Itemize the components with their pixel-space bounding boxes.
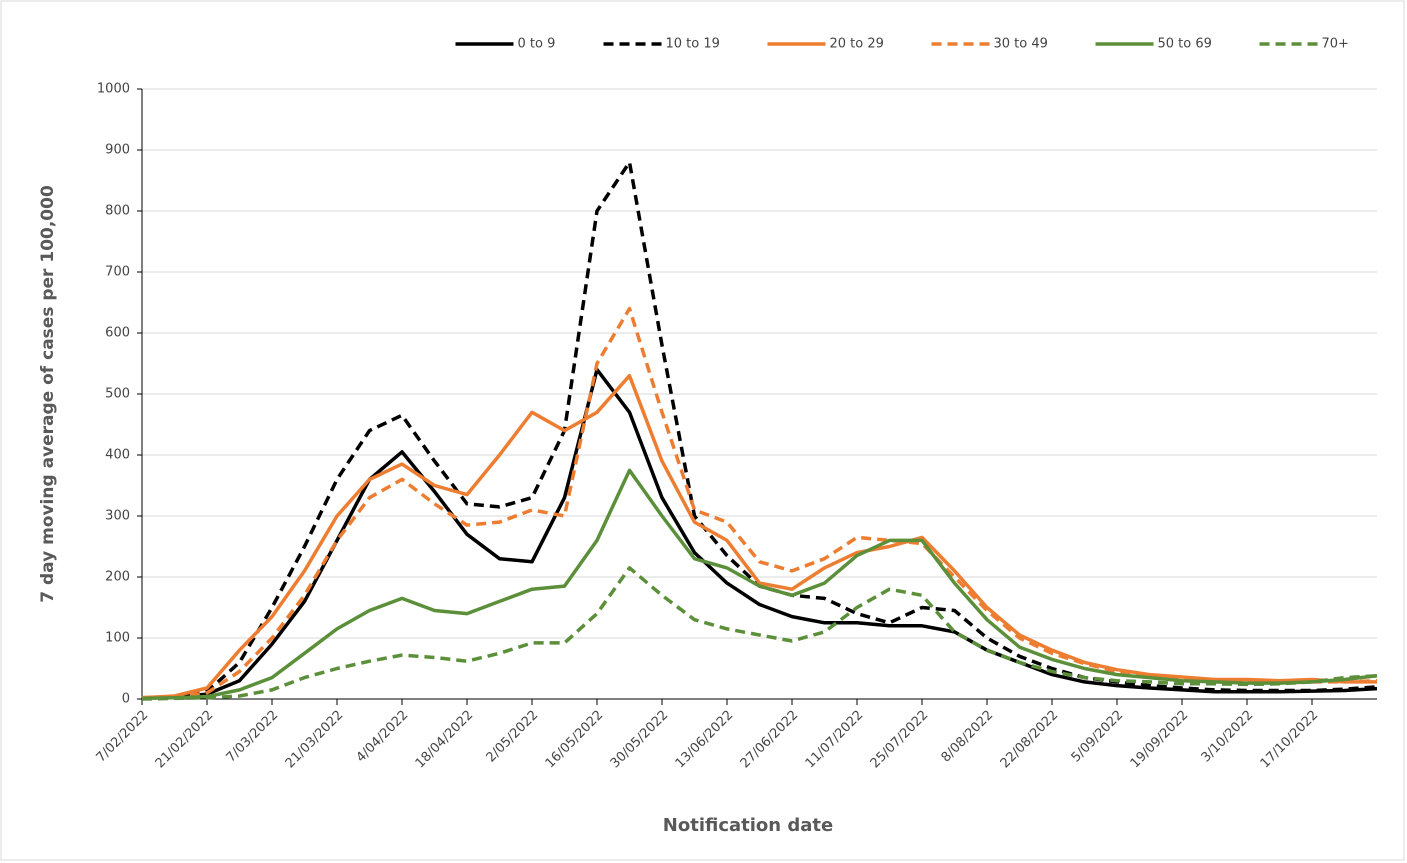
y-tick-label: 700 bbox=[105, 265, 130, 280]
legend-label: 10 to 19 bbox=[666, 37, 720, 52]
y-tick-label: 600 bbox=[105, 326, 130, 341]
legend-label: 20 to 29 bbox=[830, 37, 884, 52]
legend-label: 50 to 69 bbox=[1158, 37, 1212, 52]
x-axis-label: Notification date bbox=[663, 815, 833, 836]
y-tick-label: 200 bbox=[105, 570, 130, 585]
y-axis-label: 7 day moving average of cases per 100,00… bbox=[38, 185, 58, 603]
legend-label: 30 to 49 bbox=[994, 37, 1048, 52]
series-line bbox=[141, 566, 1378, 701]
y-tick-label: 900 bbox=[105, 143, 130, 158]
y-tick-label: 500 bbox=[105, 387, 130, 402]
y-tick-label: 0 bbox=[122, 692, 130, 707]
y-tick-label: 800 bbox=[105, 204, 130, 219]
series-line bbox=[141, 306, 1378, 700]
y-tick-label: 400 bbox=[105, 448, 130, 463]
y-tick-label: 300 bbox=[105, 509, 130, 524]
y-tick-label: 100 bbox=[105, 631, 130, 646]
y-tick-label: 1000 bbox=[97, 82, 130, 97]
legend-label: 0 to 9 bbox=[518, 37, 556, 52]
series-line bbox=[141, 468, 1378, 701]
legend-label: 70+ bbox=[1322, 37, 1349, 52]
series-line bbox=[141, 367, 1378, 700]
